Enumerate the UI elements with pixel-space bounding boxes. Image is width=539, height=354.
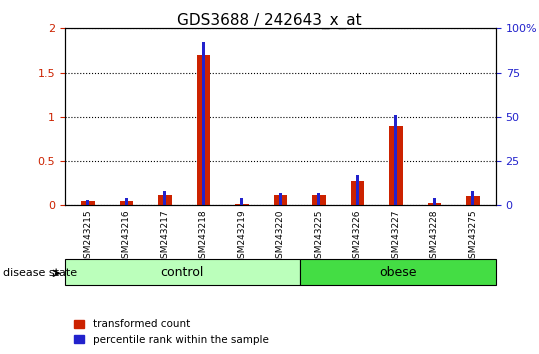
Bar	[274, 195, 287, 205]
Text: GSM243216: GSM243216	[122, 210, 131, 264]
Bar	[163, 191, 166, 205]
Text: GSM243225: GSM243225	[314, 210, 323, 264]
Text: GSM243226: GSM243226	[353, 210, 362, 264]
Bar	[317, 193, 320, 205]
Bar	[240, 198, 243, 205]
Text: GSM243219: GSM243219	[237, 210, 246, 264]
Bar	[312, 195, 326, 205]
Bar	[120, 201, 133, 205]
Bar	[466, 196, 480, 205]
Text: control: control	[161, 266, 204, 279]
Bar	[300, 259, 496, 285]
Text: disease state: disease state	[3, 268, 77, 278]
Bar	[395, 115, 397, 205]
Bar	[81, 201, 94, 205]
Bar	[356, 175, 359, 205]
Bar	[433, 198, 436, 205]
Text: GSM243275: GSM243275	[468, 210, 477, 264]
Text: GSM243228: GSM243228	[430, 210, 439, 264]
Bar	[389, 126, 403, 205]
Text: obese: obese	[379, 266, 417, 279]
Text: GSM243220: GSM243220	[276, 210, 285, 264]
Text: GSM243227: GSM243227	[391, 210, 400, 264]
Bar	[427, 202, 441, 205]
Text: GDS3688 / 242643_x_at: GDS3688 / 242643_x_at	[177, 12, 362, 29]
Bar	[202, 42, 205, 205]
Bar	[471, 191, 474, 205]
Bar	[350, 181, 364, 205]
Bar	[65, 259, 300, 285]
Text: GSM243217: GSM243217	[160, 210, 169, 264]
Text: GSM243215: GSM243215	[84, 210, 92, 264]
Bar	[235, 204, 248, 205]
Bar	[197, 55, 210, 205]
Bar	[86, 200, 89, 205]
Bar	[279, 193, 282, 205]
Bar	[158, 195, 171, 205]
Legend: transformed count, percentile rank within the sample: transformed count, percentile rank withi…	[70, 315, 273, 349]
Text: GSM243218: GSM243218	[199, 210, 208, 264]
Bar	[125, 198, 128, 205]
